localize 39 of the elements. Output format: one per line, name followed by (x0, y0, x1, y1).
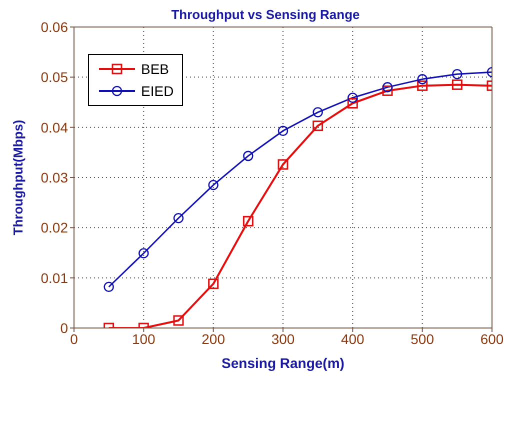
point (452, 69, 462, 80)
y-tick-label: 0.02 (40, 220, 68, 236)
point (382, 82, 393, 92)
x-tick-label: 500 (410, 330, 434, 347)
x-tick-label: 0 (70, 330, 78, 347)
x-tick-label: 300 (271, 330, 295, 347)
point (452, 79, 462, 90)
y-tick-label: 0 (60, 320, 68, 336)
y-tick-label: 0.03 (40, 169, 68, 186)
point (173, 212, 184, 224)
y-tick-label: 0.04 (40, 119, 68, 136)
legend-label: BEB (141, 61, 170, 77)
x-tick-label: 200 (202, 330, 226, 347)
point (417, 74, 428, 84)
point (242, 216, 254, 226)
point (208, 180, 218, 190)
point (312, 120, 324, 132)
x-tick-label: 400 (340, 330, 365, 347)
y-axis-title: Throughput(Mbps) (10, 120, 26, 236)
point (348, 92, 358, 103)
point (417, 80, 428, 91)
point (278, 126, 288, 136)
y-tick-label: 0.06 (40, 18, 68, 35)
chart-title: Throughput vs Sensing Range (171, 7, 360, 22)
point (382, 85, 393, 96)
point (243, 150, 254, 162)
legend-label: EIED (141, 83, 174, 99)
point (138, 248, 149, 258)
point (347, 98, 358, 109)
y-tick-label: 0.05 (40, 69, 68, 86)
x-axis-title: Sensing Range(m) (222, 355, 344, 371)
point (104, 282, 114, 292)
point (278, 159, 288, 170)
x-tick-label: 100 (132, 330, 156, 347)
point (208, 278, 219, 290)
y-tick-label: 0.01 (40, 270, 68, 286)
x-tick-label: 600 (480, 330, 504, 347)
point (173, 315, 184, 326)
point (312, 107, 323, 118)
